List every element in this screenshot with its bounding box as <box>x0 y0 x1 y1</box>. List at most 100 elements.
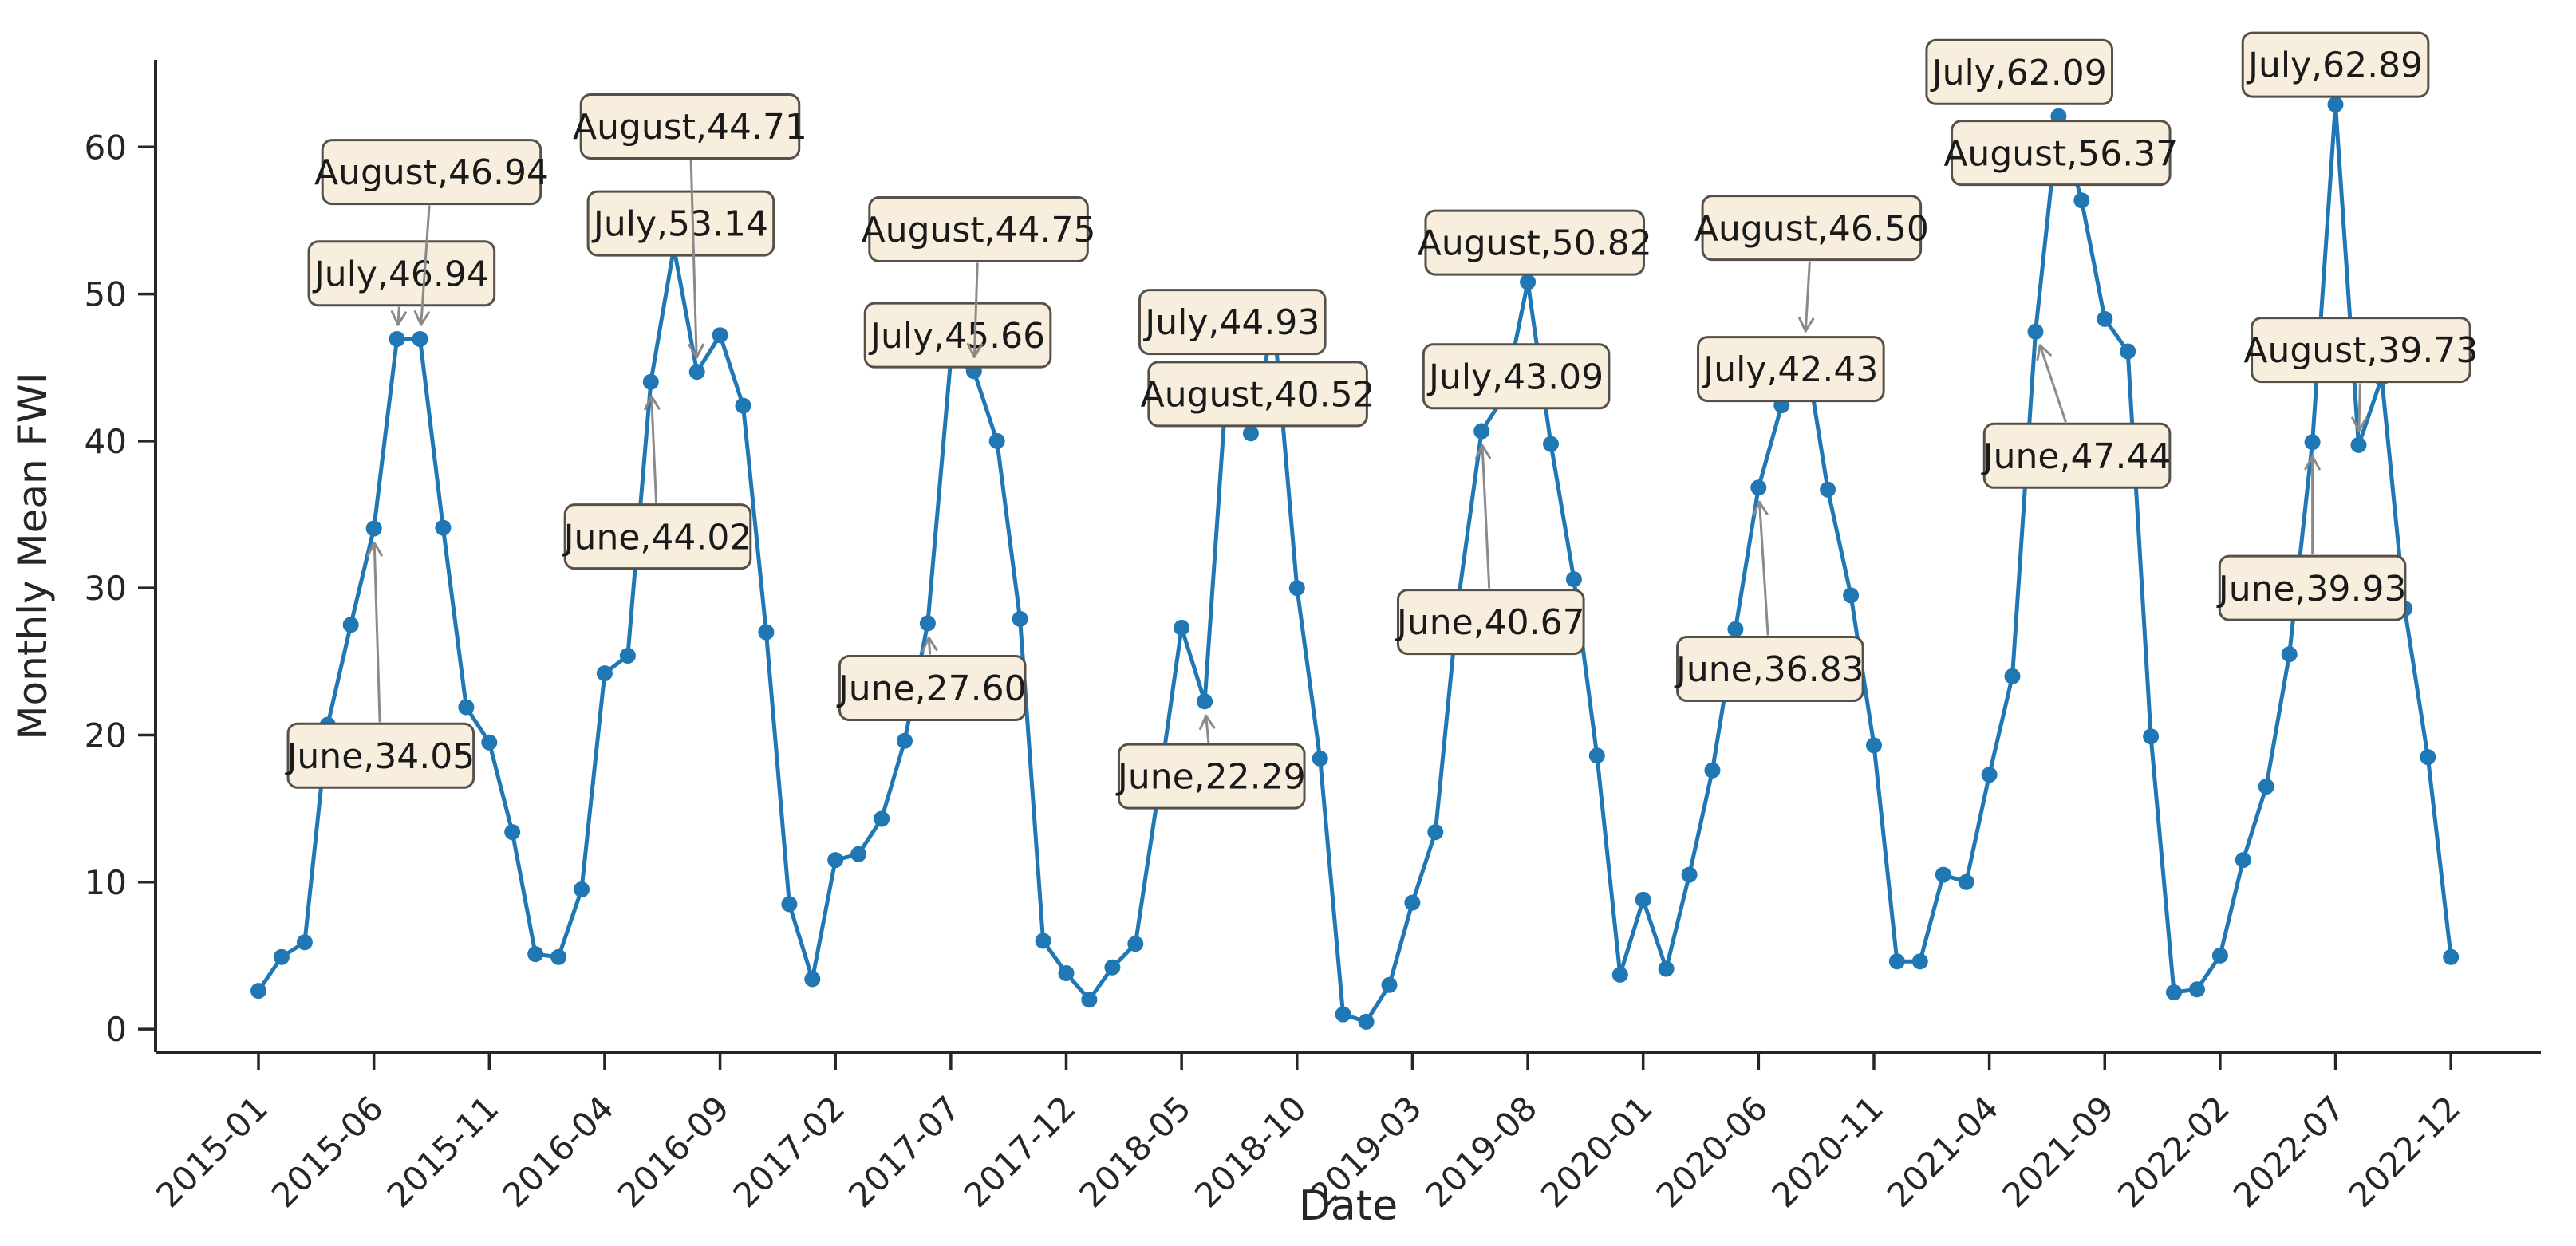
data-point <box>504 824 521 841</box>
annotation-box <box>1982 422 2172 489</box>
annotation-label: July,45.66 <box>868 316 1045 357</box>
data-point <box>2235 852 2251 869</box>
data-point <box>1635 891 1651 908</box>
data-point <box>250 983 266 1000</box>
x-tick-label: 2016-04 <box>495 1088 621 1215</box>
data-point <box>365 520 382 537</box>
annotation-label: July,53.14 <box>591 204 768 245</box>
annotation-arrow <box>373 542 381 723</box>
annotation-label: July,62.89 <box>2246 45 2423 86</box>
annotation-box <box>1147 361 1368 428</box>
annotation-box <box>307 240 496 307</box>
data-point <box>1242 425 1259 442</box>
data-point <box>1565 571 1582 588</box>
data-point <box>412 331 428 347</box>
annotation-box <box>2251 317 2471 384</box>
x-tick-label: 2018-05 <box>1071 1088 1198 1215</box>
data-point <box>1727 621 1744 637</box>
annotation-arrow <box>1205 716 1210 743</box>
data-point <box>1981 767 1998 783</box>
annotation-arrow <box>972 262 979 357</box>
x-tick-label: 2017-12 <box>957 1088 1083 1215</box>
annotation-arrowhead <box>644 395 653 411</box>
annotation-box <box>838 654 1027 721</box>
x-tick-label: 2022-02 <box>2110 1088 2237 1215</box>
annotation-box <box>1676 636 1864 703</box>
annotation-box <box>863 302 1052 369</box>
annotation-arrowhead <box>1804 317 1815 333</box>
annotation-label: June,34.05 <box>284 736 475 777</box>
data-point <box>596 665 613 682</box>
data-point <box>1588 747 1605 764</box>
annotation-box <box>1117 743 1306 810</box>
annotation-box <box>586 190 775 257</box>
data-point <box>550 948 567 965</box>
y-tick-label: 30 <box>85 569 127 608</box>
annotation-arrow <box>1804 261 1811 332</box>
annotation-arrow <box>396 306 400 325</box>
annotation-box <box>1138 289 1327 356</box>
annotation-box <box>2241 31 2430 98</box>
data-point <box>1820 481 1836 498</box>
data-point <box>1935 866 1951 883</box>
x-tick-label: 2015-11 <box>380 1088 507 1215</box>
data-point <box>389 331 405 347</box>
annotation-label: August,44.71 <box>573 107 807 148</box>
data-point <box>435 519 452 536</box>
annotation-arrow <box>2038 345 2067 423</box>
annotation-arrow <box>927 637 932 655</box>
annotation-arrowhead <box>921 636 930 653</box>
data-point <box>2281 646 2298 663</box>
annotation-box <box>286 722 475 789</box>
annotation-box <box>1422 343 1611 410</box>
annotation-arrowhead <box>2357 416 2368 432</box>
annotation-label: July,43.09 <box>1426 357 1604 397</box>
annotation-arrowhead <box>927 636 938 652</box>
annotation-arrowhead <box>1474 444 1484 460</box>
annotation-arrowhead <box>2038 344 2052 357</box>
annotation-label: July,44.93 <box>1142 302 1320 343</box>
x-tick-label: 2020-11 <box>1764 1088 1891 1215</box>
x-tick-label: 2015-01 <box>148 1088 275 1215</box>
data-point <box>919 615 936 632</box>
data-point <box>735 397 751 414</box>
annotation-label: August,46.94 <box>314 152 549 193</box>
annotation-box <box>563 503 752 570</box>
annotation-label: August,50.82 <box>1418 223 1652 264</box>
data-point <box>458 699 475 716</box>
annotation-arrowhead <box>1199 714 1208 731</box>
x-tick-label: 2018-10 <box>1187 1088 1314 1215</box>
data-point <box>1958 873 1974 890</box>
data-point <box>1197 693 1213 710</box>
data-point <box>1543 436 1559 452</box>
data-point <box>1404 894 1421 911</box>
annotation-arrowhead <box>966 342 976 358</box>
data-point <box>2166 984 2182 1000</box>
annotation-box <box>1951 120 2172 187</box>
x-tick-label: 2022-07 <box>2226 1088 2353 1215</box>
x-tick-label: 2019-08 <box>1418 1088 1544 1215</box>
data-point <box>2189 981 2205 998</box>
data-point <box>1611 966 1628 983</box>
data-point <box>1012 610 1028 627</box>
annotation-box <box>579 93 801 160</box>
data-point <box>1127 936 1144 952</box>
annotation-label: August,39.73 <box>2243 330 2478 371</box>
x-tick-label: 2017-07 <box>841 1088 968 1215</box>
x-tick-label: 2016-09 <box>610 1088 737 1215</box>
data-point <box>1473 423 1490 440</box>
data-point <box>2120 343 2136 360</box>
data-point <box>527 946 544 963</box>
annotation-label: August,44.75 <box>862 210 1096 250</box>
data-point <box>2027 323 2044 340</box>
data-point <box>827 852 844 869</box>
annotation-arrow <box>1481 445 1491 589</box>
data-point <box>2443 948 2460 965</box>
annotation-arrowhead <box>390 310 400 326</box>
annotation-box <box>1424 209 1645 276</box>
data-point <box>1911 953 1928 970</box>
data-point <box>1520 274 1537 290</box>
x-tick-label: 2021-09 <box>1995 1088 2122 1215</box>
annotation-label: June,40.67 <box>1395 602 1585 643</box>
